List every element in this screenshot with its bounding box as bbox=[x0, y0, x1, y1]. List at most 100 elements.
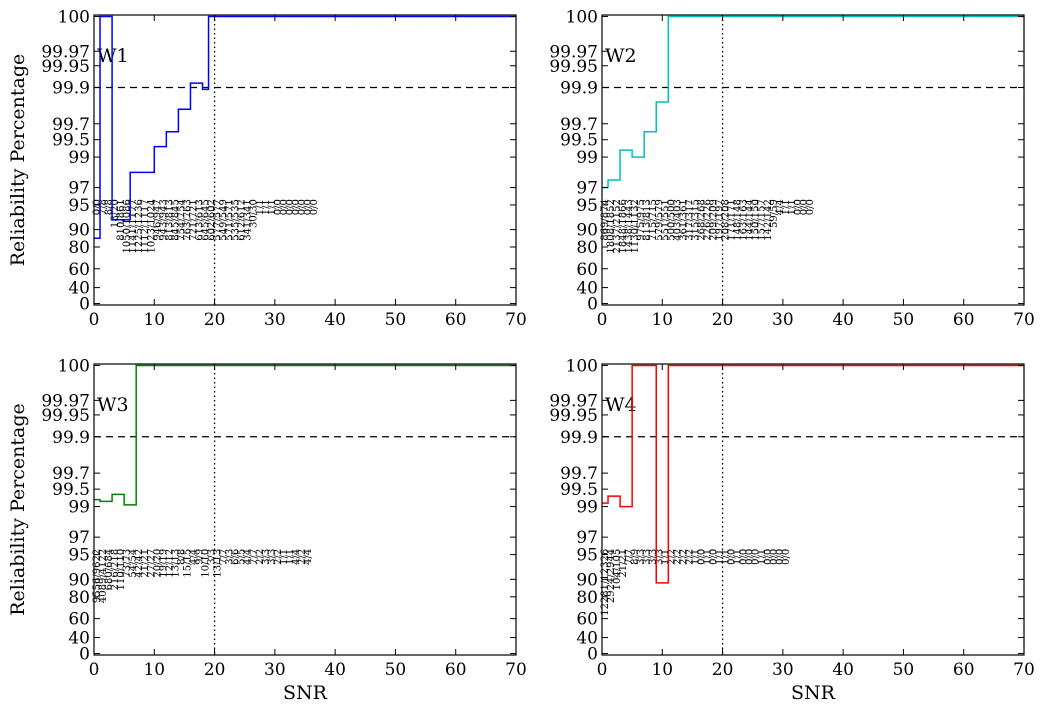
y-tick-label: 99.95 bbox=[549, 57, 598, 77]
count-label: 7/7 bbox=[624, 549, 635, 565]
count-label: 0/0 bbox=[781, 549, 792, 565]
count-label: 535/535 bbox=[231, 199, 242, 241]
y-tick-label: 99.9 bbox=[52, 79, 90, 99]
count-label: 0/0 bbox=[727, 549, 738, 565]
count-label: 7/8 bbox=[98, 199, 109, 215]
count-label: 0/0 bbox=[751, 549, 762, 565]
count-label: 0/0 bbox=[92, 199, 103, 215]
count-label: 0/0 bbox=[297, 199, 308, 215]
plot-frame bbox=[93, 363, 517, 656]
count-label: 1141/1177 bbox=[128, 199, 139, 253]
y-tick-label: 40 bbox=[576, 279, 598, 299]
count-label: 1/1 bbox=[279, 549, 290, 565]
series-line bbox=[94, 364, 516, 506]
x-tick-label: 60 bbox=[445, 310, 467, 330]
y-tick-label: 99.5 bbox=[560, 480, 598, 500]
y-tick-label: 60 bbox=[68, 610, 90, 630]
count-label: 613/613 bbox=[195, 199, 206, 241]
count-label: 27/27 bbox=[146, 549, 157, 578]
count-label: 1/1 bbox=[690, 549, 701, 565]
count-label: 18/20 bbox=[110, 199, 121, 228]
y-tick-label: 0 bbox=[79, 295, 90, 315]
count-label: 12/12 bbox=[164, 549, 175, 578]
count-label: 163/163 bbox=[739, 199, 750, 241]
x-tick-label: 20 bbox=[712, 310, 734, 330]
count-label: 144/144 bbox=[745, 199, 756, 241]
count-label: 1/1 bbox=[285, 549, 296, 565]
x-tick-label: 40 bbox=[324, 660, 346, 680]
y-tick-label: 99 bbox=[68, 498, 90, 518]
y-tick-label: 90 bbox=[576, 221, 598, 241]
count-label: 0/0 bbox=[309, 199, 320, 215]
y-tick-label: 99 bbox=[576, 498, 598, 518]
count-label: 197/197 bbox=[715, 199, 726, 241]
count-label: 0/0 bbox=[279, 199, 290, 215]
count-label: 500/500 bbox=[666, 199, 677, 241]
y-tick-label: 99.95 bbox=[41, 57, 90, 77]
count-label: 4/4 bbox=[303, 549, 314, 565]
y-tick-label: 95 bbox=[576, 546, 598, 566]
count-label: 341/341 bbox=[243, 199, 254, 241]
x-tick-label: 10 bbox=[143, 660, 165, 680]
panel-title: W2 bbox=[605, 45, 637, 67]
count-label: 0/0 bbox=[775, 549, 786, 565]
y-tick-label: 40 bbox=[68, 279, 90, 299]
count-label: 268/268 bbox=[696, 199, 707, 241]
count-label: 1/1 bbox=[261, 199, 272, 215]
count-label: 226/226 bbox=[703, 199, 714, 241]
y-tick-label: 60 bbox=[576, 610, 598, 630]
count-label: 8/8 bbox=[104, 199, 115, 215]
x-tick-label: 70 bbox=[1013, 660, 1035, 680]
count-label: 645/645 bbox=[201, 199, 212, 241]
count-label: 3/3 bbox=[654, 549, 665, 565]
y-tick-label: 0 bbox=[587, 295, 598, 315]
count-label: 975/975 bbox=[636, 199, 647, 241]
y-tick-label: 90 bbox=[68, 570, 90, 590]
count-label: 216/218 bbox=[110, 549, 121, 591]
x-tick-label: 60 bbox=[445, 660, 467, 680]
count-label: 1/1 bbox=[757, 549, 768, 565]
count-label: 21/21 bbox=[618, 549, 629, 578]
x-tick-label: 30 bbox=[264, 310, 286, 330]
count-label: 1/1 bbox=[787, 199, 798, 215]
count-label: 845/845 bbox=[170, 199, 181, 241]
count-label: 1/1 bbox=[715, 549, 726, 565]
count-label: 73/73 bbox=[122, 549, 133, 578]
y-tick-label: 95 bbox=[576, 196, 598, 216]
count-label: 171/171 bbox=[727, 199, 738, 241]
count-label: 0/0 bbox=[291, 199, 302, 215]
y-tick-label: 99.7 bbox=[560, 464, 598, 484]
panel-w4: W4 SNR 12281/123262924/2944104/10521/217… bbox=[549, 356, 1034, 704]
count-label: 1/1 bbox=[781, 199, 792, 215]
count-label: 2924/2944 bbox=[606, 549, 617, 603]
plot-frame bbox=[601, 363, 1025, 656]
count-label: 13/13 bbox=[213, 549, 224, 578]
y-tick-label: 100 bbox=[566, 356, 598, 376]
x-tick-label: 30 bbox=[772, 310, 794, 330]
count-label: 20/20 bbox=[152, 549, 163, 578]
y-tick-label: 97 bbox=[576, 179, 598, 199]
x-tick-label: 30 bbox=[772, 660, 794, 680]
count-label: 715/715 bbox=[648, 199, 659, 241]
y-tick-label: 60 bbox=[68, 260, 90, 280]
y-tick-label: 60 bbox=[576, 260, 598, 280]
y-tick-label: 99.9 bbox=[560, 428, 598, 448]
y-tick-label: 99 bbox=[576, 148, 598, 168]
count-label: 0/0 bbox=[696, 549, 707, 565]
count-label: 1438/1443 bbox=[624, 199, 635, 253]
y-tick-label: 99.97 bbox=[549, 42, 598, 62]
count-label: 59/59 bbox=[769, 199, 780, 228]
x-tick-label: 60 bbox=[953, 660, 975, 680]
count-label: 150/150 bbox=[751, 199, 762, 241]
count-label: 315/315 bbox=[690, 199, 701, 241]
count-label: 30/30 bbox=[249, 199, 260, 228]
count-label: 943/943 bbox=[158, 199, 169, 241]
panel-title: W4 bbox=[605, 394, 637, 416]
x-tick-label: 60 bbox=[953, 310, 975, 330]
x-tick-label: 20 bbox=[204, 660, 226, 680]
x-tick-label: 50 bbox=[385, 310, 407, 330]
plot-frame bbox=[601, 14, 1025, 306]
x-tick-label: 0 bbox=[597, 310, 608, 330]
count-label: 12281/12326 bbox=[600, 549, 611, 616]
y-tick-label: 90 bbox=[68, 221, 90, 241]
